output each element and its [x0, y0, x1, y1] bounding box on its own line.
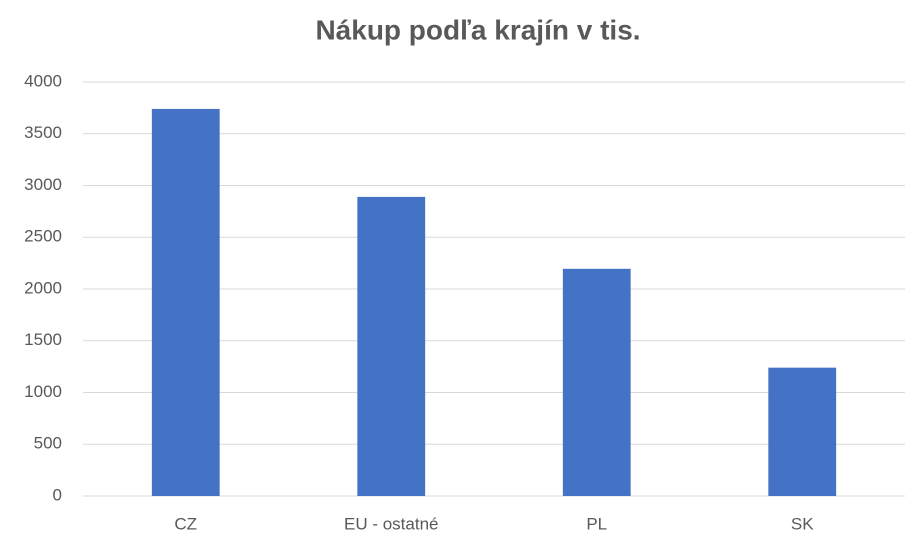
bar — [151, 108, 220, 496]
x-tick-label: PL — [586, 514, 607, 533]
x-tick-label: EU - ostatné — [344, 514, 439, 533]
bar — [562, 268, 631, 496]
bar — [357, 196, 426, 496]
x-tick-label: CZ — [174, 514, 197, 533]
y-tick-label: 500 — [34, 434, 62, 453]
x-tick-label: SK — [791, 514, 814, 533]
y-tick-label: 4000 — [24, 71, 62, 90]
y-tick-label: 0 — [53, 485, 62, 504]
y-tick-label: 3000 — [24, 175, 62, 194]
bar — [768, 367, 837, 496]
y-tick-label: 3500 — [24, 123, 62, 142]
y-tick-label: 2500 — [24, 227, 62, 246]
y-tick-label: 1500 — [24, 330, 62, 349]
y-tick-label: 2000 — [24, 278, 62, 297]
y-tick-label: 1000 — [24, 382, 62, 401]
chart-title: Nákup podľa krajín v tis. — [315, 14, 640, 45]
